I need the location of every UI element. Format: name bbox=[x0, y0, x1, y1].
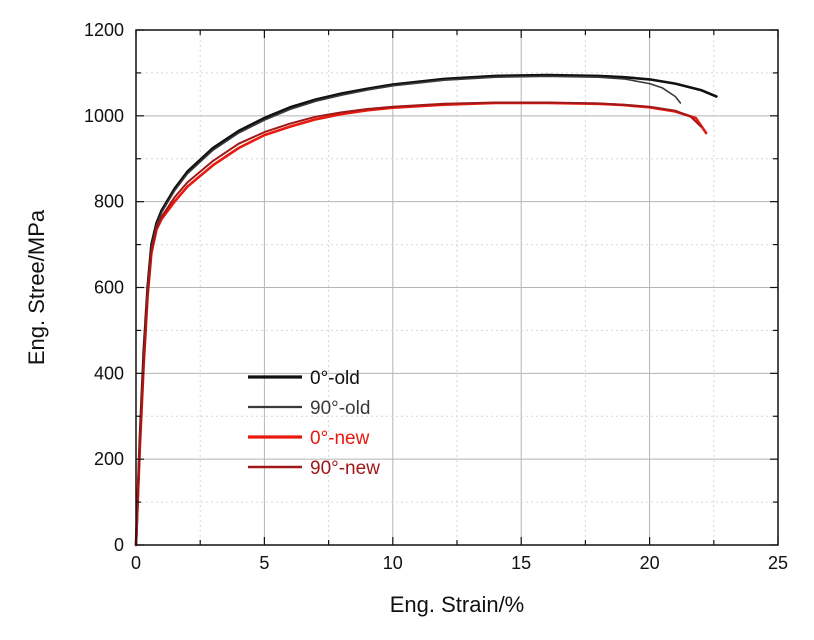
series-line-4 bbox=[135, 101, 702, 546]
series-line-3 bbox=[134, 101, 708, 547]
series-line-2 bbox=[135, 75, 682, 546]
ticks bbox=[135, 29, 779, 546]
y-tick-label: 600 bbox=[94, 278, 124, 298]
y-tick-label: 400 bbox=[94, 363, 124, 383]
x-tick-label: 0 bbox=[131, 553, 141, 573]
y-tick-label: 200 bbox=[94, 449, 124, 469]
legend-label: 0°-old bbox=[310, 368, 360, 389]
legend-label: 90°-old bbox=[310, 398, 370, 419]
y-tick-label: 0 bbox=[114, 535, 124, 555]
y-tick-label: 800 bbox=[94, 192, 124, 212]
x-tick-label: 25 bbox=[768, 553, 788, 573]
series-line-1 bbox=[134, 73, 718, 547]
x-tick-label: 20 bbox=[640, 553, 660, 573]
x-axis-title: Eng. Strain/% bbox=[390, 592, 525, 617]
legend: 0°-old 90°-old 0°-new 90°-new bbox=[248, 368, 380, 479]
y-tick-label: 1200 bbox=[84, 20, 124, 40]
legend-label: 90°-new bbox=[310, 458, 380, 479]
series-group bbox=[134, 73, 718, 547]
y-tick-label: 1000 bbox=[84, 106, 124, 126]
legend-label: 0°-new bbox=[310, 428, 370, 449]
tick-labels: 0 5 10 15 20 25 0 200 400 600 800 1000 1200 bbox=[84, 20, 788, 573]
x-tick-label: 10 bbox=[383, 553, 403, 573]
y-axis-title: Eng. Stree/MPa bbox=[24, 209, 49, 365]
grid bbox=[136, 30, 778, 545]
x-tick-label: 5 bbox=[259, 553, 269, 573]
x-tick-label: 15 bbox=[511, 553, 531, 573]
